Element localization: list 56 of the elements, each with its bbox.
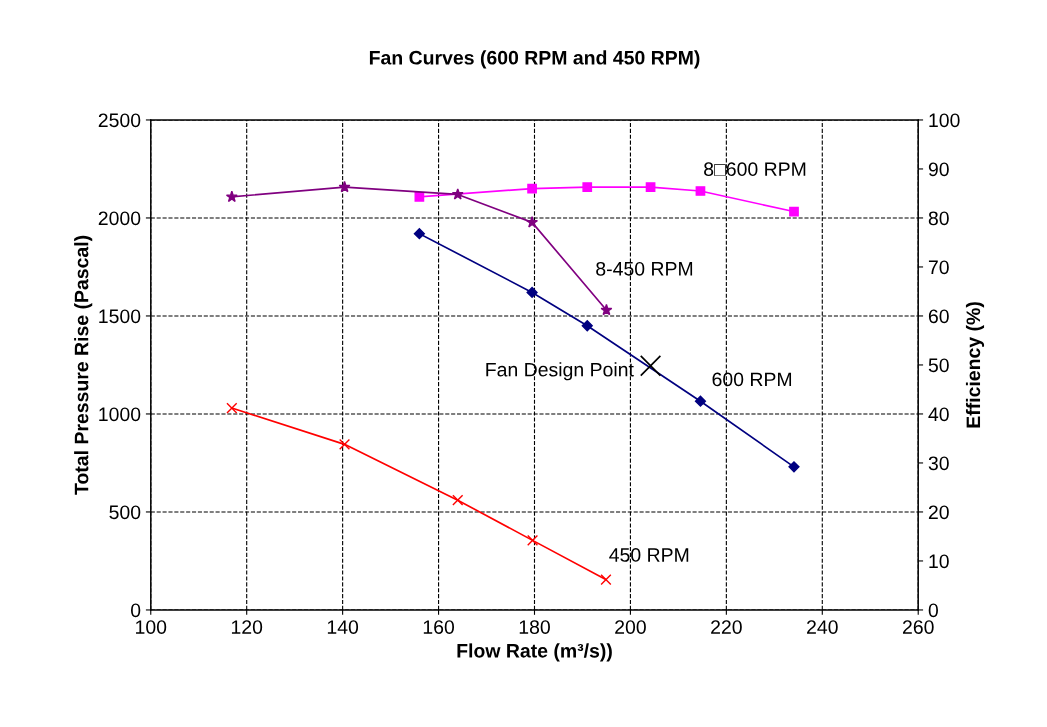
y2-tick-label: 20 [928, 505, 949, 520]
y2-tick-label: 80 [928, 211, 949, 226]
point [600, 303, 613, 316]
point [451, 188, 464, 200]
series-label: 600 RPM [712, 372, 792, 387]
y-axis-title: Total Pressure Rise (Pascal) [74, 235, 93, 495]
point [645, 182, 656, 192]
y-tick-label: 2000 [98, 211, 141, 226]
y2-axis-title: Efficiency (%) [965, 302, 985, 428]
y-tick-label: 2500 [98, 113, 141, 128]
x-tick-label: 200 [615, 620, 646, 634]
point [527, 183, 537, 194]
point [581, 320, 593, 332]
point [526, 216, 539, 228]
x-tick-label: 220 [711, 620, 742, 634]
point [788, 461, 800, 473]
y2-tick-label: 30 [928, 456, 949, 471]
y2-tick-label: 100 [929, 113, 960, 128]
point [695, 186, 706, 196]
point [225, 190, 238, 203]
point [413, 228, 425, 240]
x-tick-label: 180 [519, 620, 550, 634]
y2-tick-label: 10 [929, 554, 949, 569]
series-label: 8□600 RPM [704, 162, 806, 177]
y-tick-label: 1500 [99, 309, 141, 324]
series-label: 8-450 RPM [596, 261, 693, 276]
x-axis-title: Flow Rate (m³/s)) [457, 643, 612, 662]
x-tick-label: 240 [807, 620, 838, 634]
y2-tick-label: 0 [928, 603, 938, 618]
y2-tick-label: 90 [928, 162, 949, 177]
y2-tick-label: 40 [928, 407, 949, 422]
point [582, 182, 593, 192]
x-tick-label: 160 [423, 620, 455, 634]
y-tick-label: 500 [109, 505, 141, 520]
x-tick-label: 100 [136, 620, 167, 634]
x-tick-label: 260 [902, 620, 934, 634]
point [338, 438, 351, 450]
point [338, 180, 351, 193]
annotation: Fan Design Point [486, 362, 634, 381]
point [789, 206, 799, 217]
y2-tick-label: 60 [928, 309, 949, 324]
point [452, 494, 464, 506]
point [526, 286, 538, 299]
point [226, 402, 238, 414]
point [600, 574, 612, 586]
x-tick-label: 120 [231, 620, 263, 634]
y-tick-label: 0 [130, 603, 141, 618]
x-tick-label: 140 [327, 620, 359, 634]
series-label: 450 RPM [609, 548, 689, 562]
point [527, 534, 539, 546]
y2-tick-label: 70 [928, 260, 949, 275]
chart-title: Fan Curves (600 RPM and 450 RPM) [369, 50, 700, 69]
point [694, 395, 707, 407]
point [639, 355, 662, 377]
y-tick-label: 1000 [99, 407, 141, 422]
y2-tick-label: 50 [928, 358, 949, 373]
